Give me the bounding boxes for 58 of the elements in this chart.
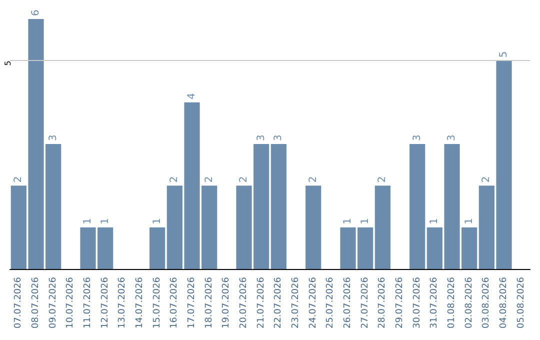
x-tick-label: 15.07.2026 bbox=[152, 276, 162, 329]
x-tick-label: 08.07.2026 bbox=[31, 276, 41, 329]
data-label: 2 bbox=[13, 176, 24, 183]
x-tick-label: 05.08.2026 bbox=[516, 276, 526, 329]
data-label: 3 bbox=[256, 134, 267, 141]
data-label: 1 bbox=[360, 218, 371, 224]
x-tick-label: 04.08.2026 bbox=[499, 276, 509, 329]
data-label: 1 bbox=[342, 218, 354, 224]
x-tick-label: 09.07.2026 bbox=[48, 276, 58, 329]
x-tick-label: 23.07.2026 bbox=[291, 276, 301, 329]
data-label: 2 bbox=[481, 176, 492, 183]
data-label: 1 bbox=[464, 218, 475, 224]
ref-line-label: 5 bbox=[4, 60, 12, 66]
x-tick-label: 07.07.2026 bbox=[14, 276, 24, 329]
data-label: 3 bbox=[273, 134, 284, 141]
data-label: 2 bbox=[377, 176, 388, 183]
x-tick-label: 25.07.2026 bbox=[326, 276, 336, 329]
x-tick-label: 26.07.2026 bbox=[343, 276, 353, 329]
x-tick-label: 31.07.2026 bbox=[430, 276, 440, 329]
data-label: 2 bbox=[169, 176, 180, 183]
x-tick-label: 10.07.2026 bbox=[66, 276, 76, 329]
data-label: 2 bbox=[204, 176, 215, 183]
data-label: 1 bbox=[100, 218, 111, 224]
data-label: 3 bbox=[412, 134, 423, 141]
x-tick-label: 19.07.2026 bbox=[222, 276, 232, 329]
x-tick-label: 24.07.2026 bbox=[308, 276, 318, 329]
bar bbox=[150, 227, 166, 269]
x-tick-label: 16.07.2026 bbox=[170, 276, 180, 329]
data-label: 2 bbox=[308, 176, 319, 183]
x-tick-label: 14.07.2026 bbox=[135, 276, 145, 329]
x-tick-label: 30.07.2026 bbox=[412, 276, 422, 329]
x-tick-label: 29.07.2026 bbox=[395, 276, 405, 329]
x-tick-label: 03.08.2026 bbox=[482, 276, 492, 329]
x-tick-label: 13.07.2026 bbox=[118, 276, 128, 329]
bar bbox=[306, 186, 322, 269]
x-tick-label: 28.07.2026 bbox=[378, 276, 388, 329]
x-tick-label: 21.07.2026 bbox=[256, 276, 266, 329]
x-tick-label: 17.07.2026 bbox=[187, 276, 197, 329]
data-label: 2 bbox=[238, 176, 250, 183]
x-tick-label: 02.08.2026 bbox=[464, 276, 474, 329]
data-label: 1 bbox=[429, 218, 440, 224]
x-tick-label: 12.07.2026 bbox=[100, 276, 110, 329]
data-label: 3 bbox=[446, 134, 458, 141]
data-label: 4 bbox=[186, 92, 198, 100]
data-label: 1 bbox=[152, 218, 163, 224]
bar bbox=[270, 144, 286, 269]
bar bbox=[410, 144, 426, 269]
x-tick-label: 22.07.2026 bbox=[274, 276, 284, 329]
data-label: 1 bbox=[82, 218, 94, 224]
x-tick-label: 20.07.2026 bbox=[239, 276, 249, 329]
bar bbox=[374, 186, 390, 269]
x-tick-label: 11.07.2026 bbox=[83, 276, 93, 329]
x-tick-label: 18.07.2026 bbox=[204, 276, 214, 329]
x-tick-label: 27.07.2026 bbox=[360, 276, 370, 329]
data-label: 5 bbox=[498, 51, 510, 58]
data-label: 6 bbox=[30, 10, 42, 16]
data-label: 3 bbox=[48, 134, 59, 141]
x-tick-label: 01.08.2026 bbox=[447, 276, 457, 329]
